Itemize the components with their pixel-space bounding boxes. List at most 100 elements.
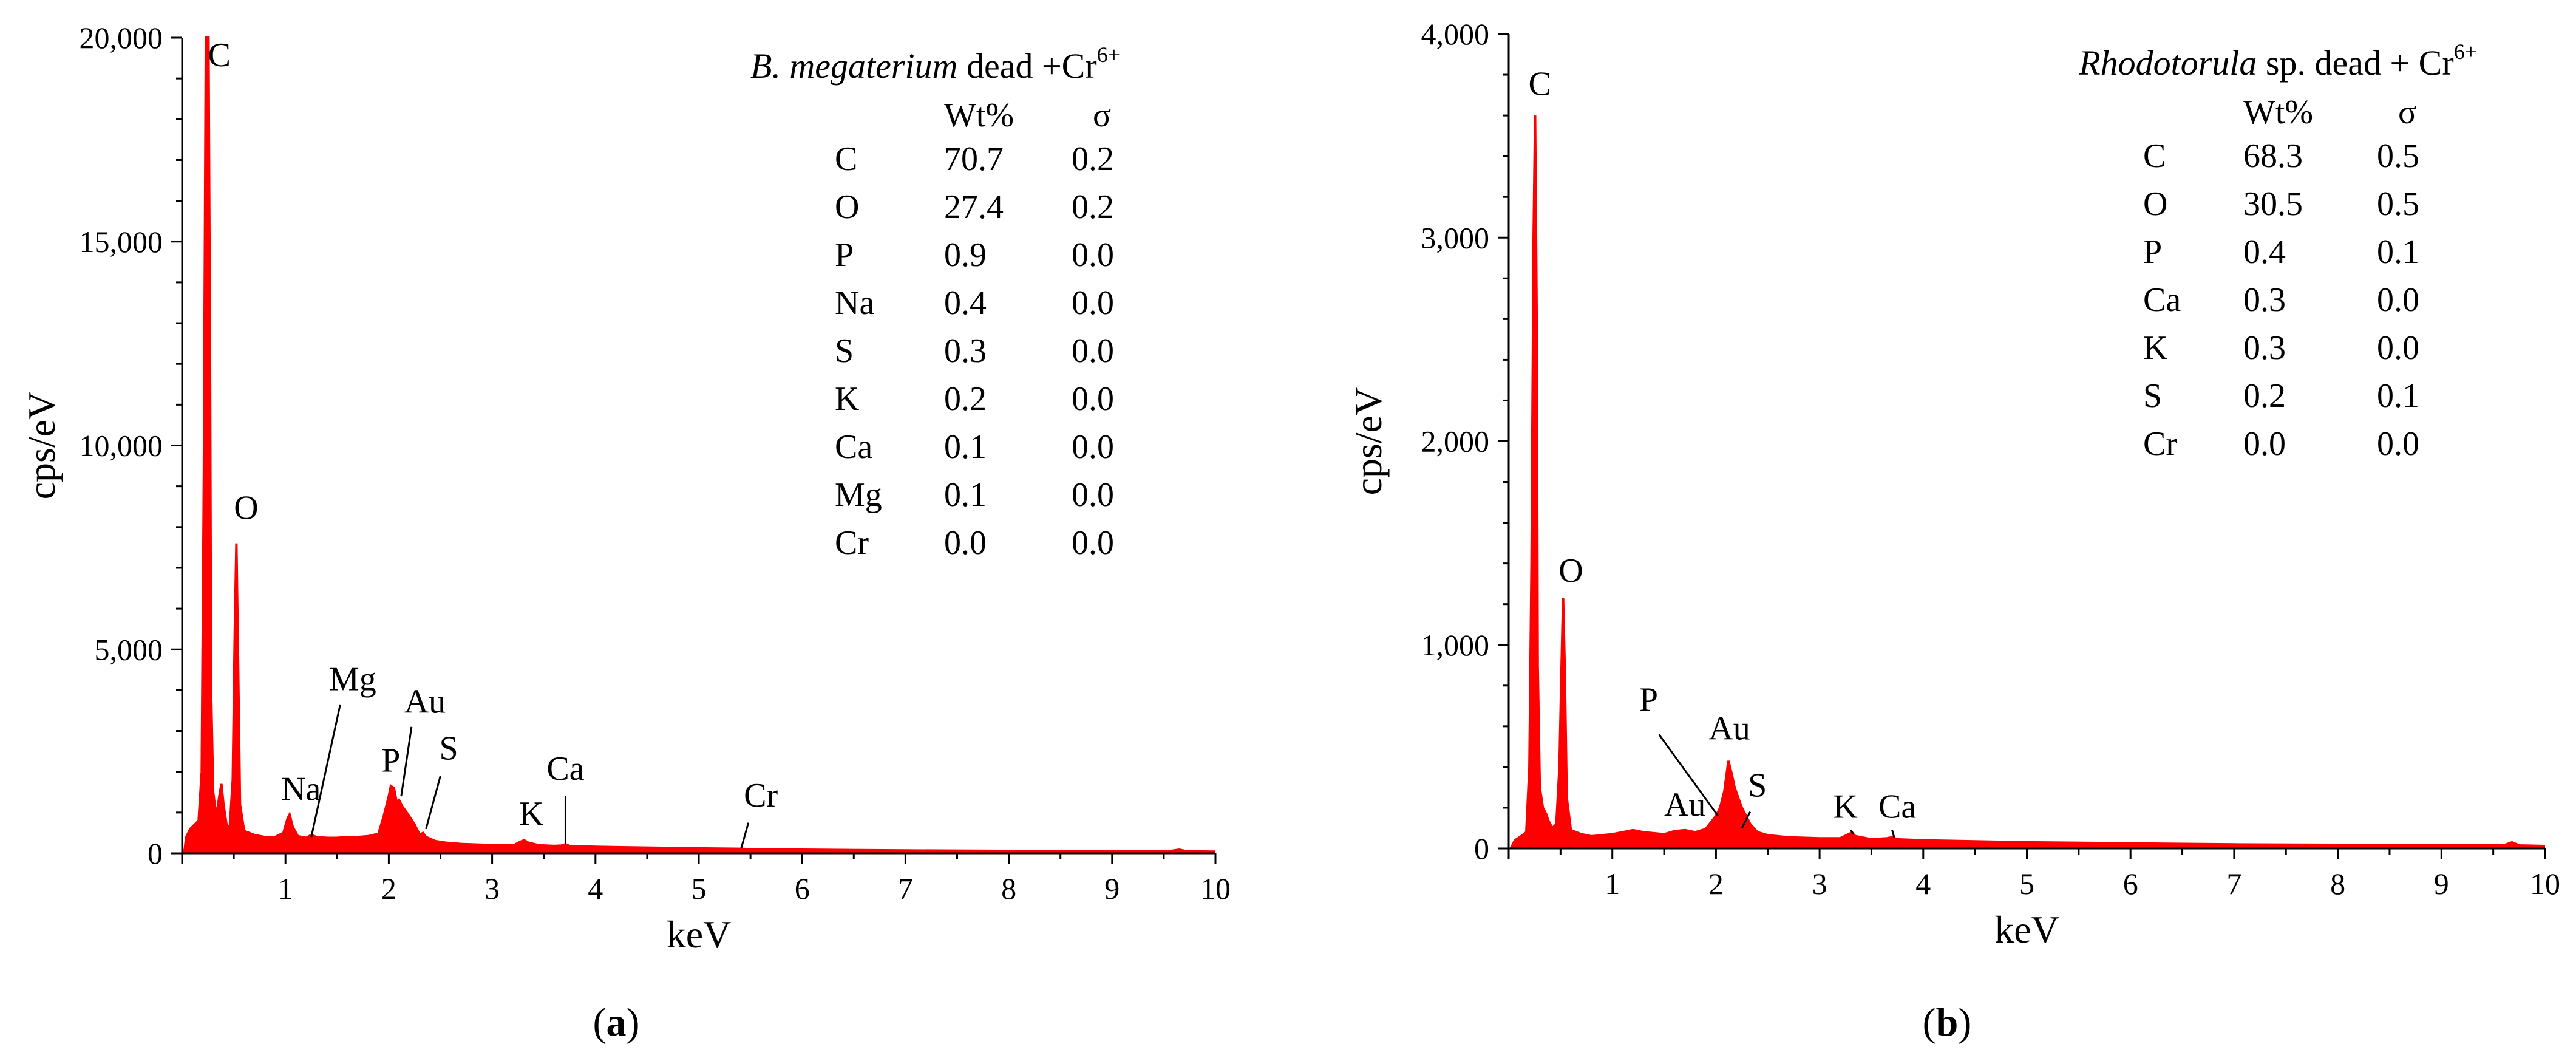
peak-leader-line xyxy=(1741,811,1752,829)
table-sigma-value: 0.0 xyxy=(2377,329,2419,367)
table-element: Ca xyxy=(2143,281,2181,319)
caption-paren-close: ) xyxy=(1958,1000,1971,1045)
peak-leader-line xyxy=(1891,830,1895,838)
y-tick-label: 20,000 xyxy=(80,21,163,55)
peak-leader-line xyxy=(1658,734,1719,817)
table-sigma-value: 0.0 xyxy=(1072,428,1114,466)
peak-label: Na xyxy=(281,771,321,808)
x-tick-label: 5 xyxy=(2019,867,2034,901)
table-sigma-value: 0.0 xyxy=(1072,332,1114,370)
table-header-sigma: σ xyxy=(2398,94,2416,131)
table-wt-value: 0.4 xyxy=(2243,233,2286,271)
peak-leader-line xyxy=(425,776,441,830)
table-element: Mg xyxy=(835,476,882,514)
species-name: Rhodotorula xyxy=(2078,43,2257,83)
table-wt-value: 0.3 xyxy=(2243,329,2286,367)
title-superscript: 6+ xyxy=(2454,39,2477,64)
table-element: K xyxy=(2143,329,2167,367)
y-axis-title: cps/eV xyxy=(20,392,63,500)
x-tick-label: 10 xyxy=(1200,872,1231,906)
table-wt-value: 0.2 xyxy=(944,380,987,418)
table-element: O xyxy=(835,188,859,226)
table-sigma-value: 0.1 xyxy=(2377,377,2419,415)
composition-title: Rhodotorula sp. dead + Cr6+ xyxy=(2078,39,2477,83)
peak-label: P xyxy=(1639,681,1658,719)
x-tick-label: 1 xyxy=(278,872,293,906)
x-axis-title: keV xyxy=(1994,908,2059,951)
x-tick-label: 4 xyxy=(1915,867,1931,901)
panel-caption: (a) xyxy=(593,1000,640,1045)
x-tick-label: 9 xyxy=(2434,867,2449,901)
panel-a: 1 2 3 4 5 6 7 8 9 10 0 5,000 10,000 15,000 20,000 keV cp… xyxy=(20,21,1231,1045)
table-header-wt: Wt% xyxy=(2243,94,2313,131)
table-wt-value: 30.5 xyxy=(2243,185,2303,223)
table-wt-value: 0.2 xyxy=(2243,377,2286,415)
caption-letter: a xyxy=(607,1000,627,1045)
x-tick-label: 4 xyxy=(588,872,603,906)
x-tick-label: 2 xyxy=(381,872,396,906)
peak-leader-line xyxy=(310,704,341,838)
table-header-wt: Wt% xyxy=(944,97,1014,134)
x-tick-label: 6 xyxy=(795,872,810,906)
x-tick-label: 6 xyxy=(2123,867,2138,901)
y-axis-title: cps/eV xyxy=(1347,387,1390,496)
table-sigma-value: 0.2 xyxy=(1072,140,1114,178)
peak-label: Au xyxy=(1708,710,1750,748)
title-superscript: 6+ xyxy=(1097,43,1120,67)
spectrum-area xyxy=(184,38,1215,853)
table-element: Na xyxy=(835,284,874,322)
peak-label: Ca xyxy=(546,750,584,788)
x-tick-label: 8 xyxy=(2330,867,2345,901)
table-wt-value: 0.9 xyxy=(944,236,987,274)
table-sigma-value: 0.1 xyxy=(2377,233,2419,271)
peak-label: Cr xyxy=(744,777,778,814)
table-element: P xyxy=(835,236,854,274)
peak-label: S xyxy=(440,730,458,768)
table-wt-value: 0.3 xyxy=(2243,281,2286,319)
peak-leader-line xyxy=(740,822,750,849)
peak-label: C xyxy=(1529,66,1551,103)
table-sigma-value: 0.0 xyxy=(1072,524,1114,562)
x-tick-label: 7 xyxy=(2226,867,2241,901)
table-sigma-value: 0.0 xyxy=(1072,284,1114,322)
table-sigma-value: 0.0 xyxy=(1072,476,1114,514)
peak-label: K xyxy=(1833,788,1858,826)
y-tick-label: 3,000 xyxy=(1421,220,1490,254)
x-tick-label: 10 xyxy=(2530,867,2560,901)
peak-label: K xyxy=(519,795,543,833)
y-tick-label: 5,000 xyxy=(95,632,163,666)
peak-label: C xyxy=(208,36,231,74)
peak-label: P xyxy=(381,742,400,780)
table-sigma-value: 0.2 xyxy=(1072,188,1114,226)
table-sigma-value: 0.0 xyxy=(2377,425,2419,463)
x-axis-title: keV xyxy=(667,913,732,956)
spectrum-area xyxy=(1511,115,2545,849)
table-element: K xyxy=(835,380,859,418)
y-tick-label: 4,000 xyxy=(1421,17,1490,51)
x-tick-label: 8 xyxy=(1001,872,1016,906)
table-wt-value: 0.1 xyxy=(944,428,987,466)
table-element: P xyxy=(2143,233,2162,271)
table-wt-value: 0.0 xyxy=(944,524,987,562)
peak-label: O xyxy=(1558,552,1583,590)
table-element: O xyxy=(2143,185,2167,223)
spectrum-line xyxy=(1509,115,2546,849)
panel-b: 1 2 3 4 5 6 7 8 9 10 0 1,000 2,000 3,000 4,000 keV cps/e… xyxy=(1347,17,2560,1045)
peak-label: S xyxy=(1748,767,1767,805)
table-wt-value: 0.0 xyxy=(2243,425,2286,463)
caption-paren-close: ) xyxy=(627,1000,640,1045)
table-wt-value: 0.4 xyxy=(944,284,987,322)
table-wt-value: 0.1 xyxy=(944,476,987,514)
table-wt-value: 68.3 xyxy=(2243,137,2303,175)
table-element: C xyxy=(835,140,857,178)
title-text: dead +Cr xyxy=(957,46,1096,86)
x-tick-label: 5 xyxy=(692,872,707,906)
x-tick-label: 3 xyxy=(484,872,500,906)
peak-label: Mg xyxy=(329,660,376,698)
table-sigma-value: 0.0 xyxy=(2377,281,2419,319)
x-tick-label: 2 xyxy=(1708,867,1724,901)
table-sigma-value: 0.0 xyxy=(1072,380,1114,418)
table-sigma-value: 0.5 xyxy=(2377,137,2419,175)
peak-leader-line xyxy=(1850,829,1855,835)
table-sigma-value: 0.5 xyxy=(2377,185,2419,223)
